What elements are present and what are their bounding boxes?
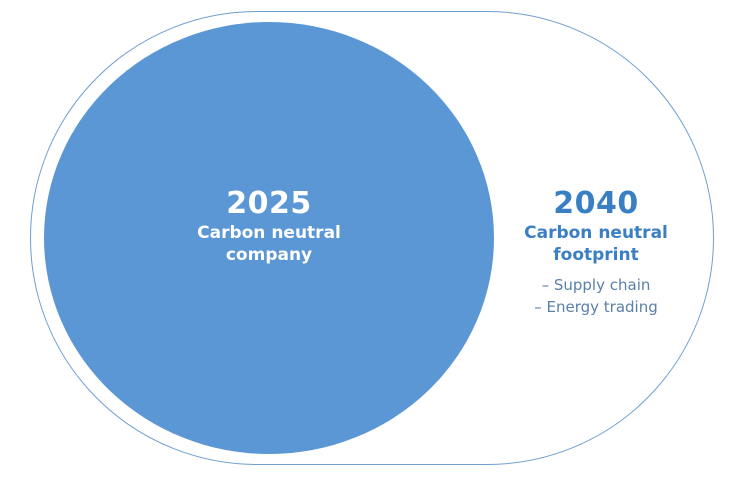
outer-subtitle-line2: footprint <box>553 245 639 265</box>
outer-year: 2040 <box>553 186 639 221</box>
outer-label-group: 2040 Carbon neutral footprint – Supply c… <box>506 186 686 318</box>
inner-circle-2025 <box>44 22 494 454</box>
inner-subtitle-line2: company <box>225 245 313 265</box>
inner-year: 2025 <box>226 186 312 221</box>
bullet-energy-trading: – Energy trading <box>534 298 658 316</box>
inner-subtitle-line1: Carbon neutral <box>197 223 341 243</box>
outer-bullet-list: – Supply chain – Energy trading <box>534 274 658 318</box>
bullet-supply-chain: – Supply chain <box>541 276 651 294</box>
inner-label-group: 2025 Carbon neutral company <box>44 186 494 266</box>
outer-subtitle-line1: Carbon neutral <box>524 223 668 243</box>
